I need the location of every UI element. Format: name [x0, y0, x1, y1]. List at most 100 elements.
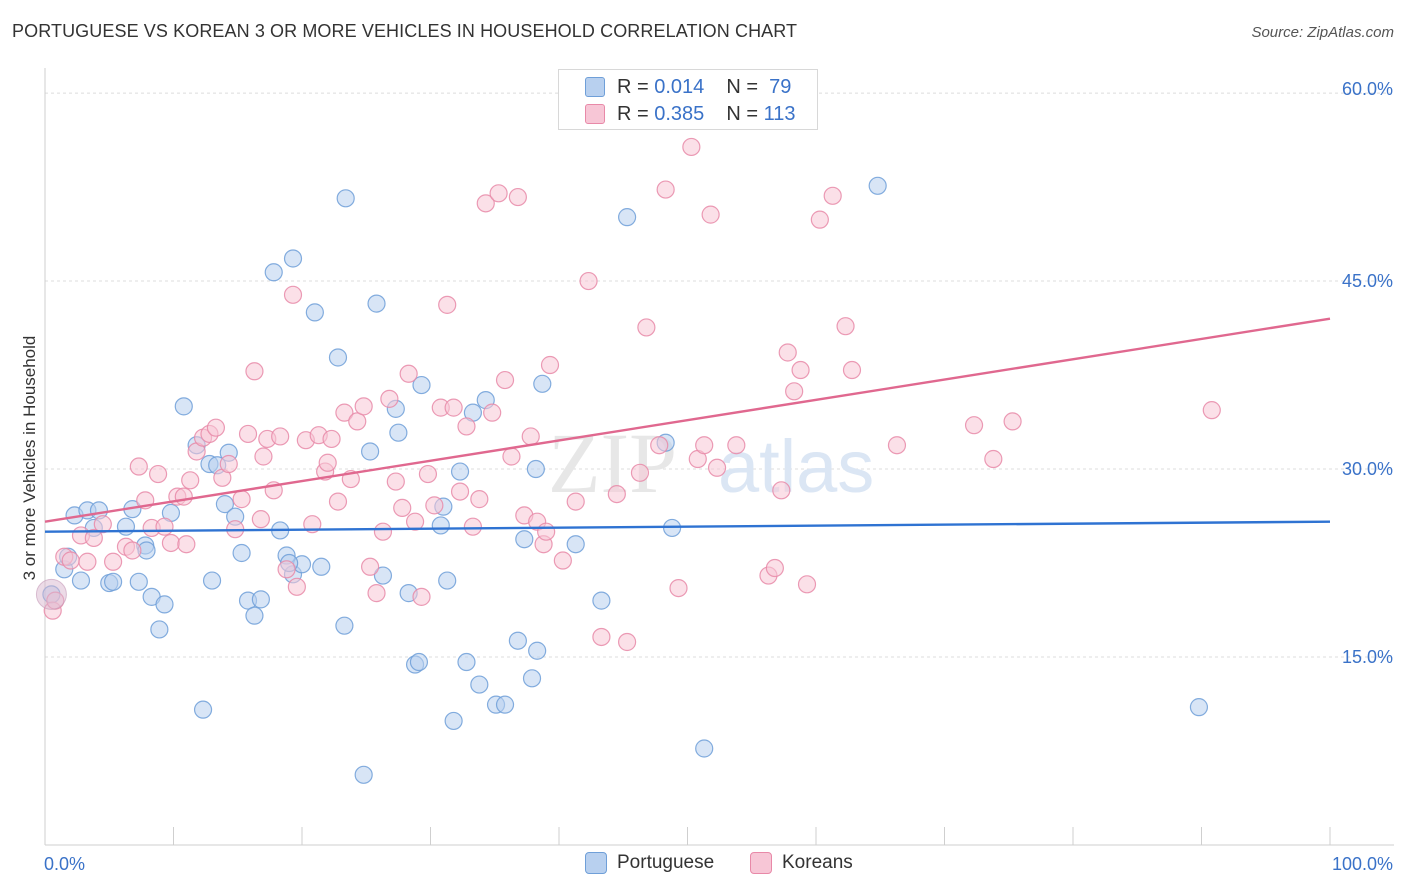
trend-lines [44, 317, 1331, 533]
korean-points [35, 137, 1221, 652]
portuguese-point [470, 675, 489, 694]
koreans-legend-label: Koreans [782, 852, 853, 873]
tick-labels: 15.0% 30.0% 45.0% 60.0% 0.0% 100.0% [44, 79, 1393, 874]
portuguese-point [283, 249, 303, 268]
korean-point [181, 471, 200, 490]
korean-point [328, 492, 348, 511]
korean-point [84, 528, 103, 548]
legend-row-koreans: R = 0.385 N = 113 [585, 102, 795, 126]
korean-point [354, 397, 373, 416]
korean-point [463, 517, 483, 536]
portuguese-point [868, 176, 887, 195]
portuguese-point [444, 711, 463, 731]
korean-point [412, 587, 431, 606]
y-tick-label: 45.0% [1342, 271, 1393, 291]
korean-point [399, 364, 418, 383]
portuguese-point [174, 397, 193, 416]
legend-n-label: N = [726, 102, 758, 125]
korean-point [93, 515, 112, 534]
korean-point [489, 184, 508, 203]
korean-point [283, 285, 303, 304]
korean-point [348, 412, 367, 431]
legend-n-value: 79 [769, 75, 792, 98]
chart-title: PORTUGUESE VS KOREAN 3 OR MORE VEHICLES … [12, 21, 798, 41]
korean-point [450, 482, 470, 501]
portuguese-points [42, 176, 1209, 784]
legend-r-label: R = [617, 75, 649, 98]
korean-point [765, 558, 784, 578]
portuguese-point [409, 652, 429, 672]
portuguese-point [305, 303, 324, 322]
y-tick-label: 30.0% [1342, 459, 1393, 479]
portuguese-point [361, 442, 380, 461]
korean-point [245, 362, 264, 381]
portuguese-trend-line [44, 520, 1331, 533]
korean-point [277, 560, 296, 579]
korean-point [984, 449, 1003, 469]
korean-point [669, 578, 688, 598]
korean-point [842, 360, 862, 380]
korean-point [630, 463, 650, 482]
legend: R = 0.014 N = 79 R = 0.385 N = 113 [558, 69, 818, 130]
korean-point [618, 632, 637, 652]
korean-point [476, 194, 495, 213]
portuguese-point [116, 517, 136, 536]
korean-trend-line [44, 317, 1331, 523]
y-axis-label: 3 or more Vehicles in Household [20, 335, 39, 581]
korean-point [438, 295, 457, 314]
portuguese-point [515, 530, 534, 549]
korean-point [540, 355, 560, 375]
korean-point [470, 490, 489, 509]
korean-point [502, 447, 521, 466]
portuguese-point [328, 348, 348, 367]
korean-point [251, 510, 270, 529]
portuguese-point [450, 462, 470, 481]
portuguese-point [533, 374, 552, 393]
portuguese-point [232, 543, 251, 563]
korean-point [695, 436, 714, 455]
korean-point [772, 481, 791, 500]
portuguese-point [245, 606, 264, 625]
x-tick-label-max: 100.0% [1332, 854, 1393, 874]
korean-point [232, 490, 251, 509]
korean-point [810, 210, 829, 229]
portuguese-point [412, 375, 431, 395]
korean-point [386, 472, 405, 491]
korean-point [405, 512, 425, 531]
portuguese-point [522, 669, 542, 688]
portuguese-point [495, 695, 515, 714]
korean-point-cluster [35, 578, 67, 610]
portuguese-point [1189, 698, 1209, 717]
portuguese-point [193, 700, 213, 719]
korean-point [964, 416, 984, 435]
koreans-legend-swatch [750, 852, 772, 874]
portuguese-point [202, 571, 222, 590]
korean-point [682, 137, 701, 157]
korean-point [537, 522, 556, 541]
legend-n-value: 113 [763, 102, 796, 125]
portuguese-point [71, 571, 91, 590]
korean-point [607, 484, 626, 504]
korean-point [78, 552, 97, 571]
korean-point [148, 464, 168, 484]
korean-point [177, 535, 196, 554]
portuguese-point [155, 595, 174, 614]
bottom-legend-portuguese: Portuguese [585, 852, 714, 874]
korean-point [778, 343, 797, 362]
korean-point [361, 557, 380, 576]
korean-point [219, 454, 238, 474]
korean-point [425, 496, 444, 515]
korean-point [206, 418, 226, 437]
korean-point [129, 457, 148, 476]
korean-point [836, 317, 855, 336]
portuguese-swatch [585, 77, 605, 97]
korean-point [161, 533, 181, 553]
korean-point [1202, 401, 1221, 420]
portuguese-point [129, 572, 148, 591]
korean-point [238, 424, 258, 444]
portuguese-point [526, 459, 545, 479]
portuguese-point [431, 516, 450, 535]
korean-point [380, 389, 399, 408]
portuguese-point [528, 641, 547, 660]
